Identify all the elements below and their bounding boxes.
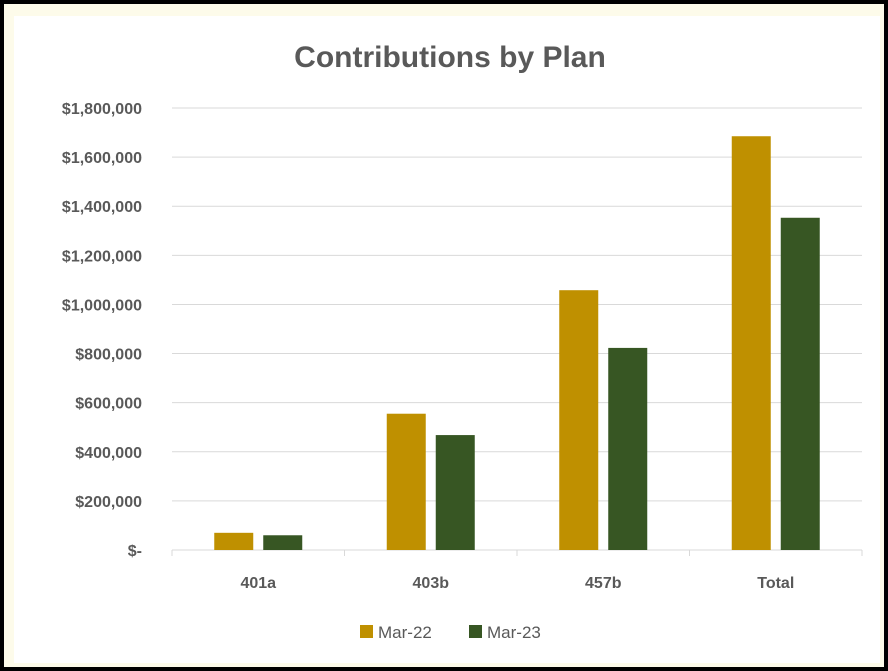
y-tick-label: $-	[128, 543, 142, 560]
bar	[559, 290, 599, 550]
bar	[780, 217, 820, 550]
bar	[435, 435, 475, 550]
y-tick-label: $1,600,000	[62, 150, 142, 167]
y-tick-label: $600,000	[75, 396, 142, 413]
chart-title: Contributions by Plan	[294, 41, 606, 74]
legend-swatch	[469, 625, 482, 638]
x-tick-label: 401a	[240, 575, 276, 592]
legend-swatch	[360, 625, 373, 638]
x-tick-label: 457b	[585, 575, 622, 592]
legend: Mar-22 Mar-23	[360, 623, 541, 642]
y-tick-label: $1,800,000	[62, 101, 142, 118]
legend-label: Mar-23	[487, 623, 541, 642]
bars	[214, 136, 820, 550]
bar	[386, 413, 426, 550]
bar	[608, 347, 648, 550]
x-axis-ticks: 401a 403b 457b Total	[240, 575, 794, 592]
y-tick-label: $1,400,000	[62, 199, 142, 216]
y-tick-label: $800,000	[75, 347, 142, 364]
y-tick-label: $1,200,000	[62, 248, 142, 265]
bar	[263, 535, 303, 550]
y-tick-label: $400,000	[75, 445, 142, 462]
x-tick-label: Total	[757, 575, 794, 592]
y-axis-ticks: $- $200,000 $400,000 $600,000 $800,000 $1,000…	[62, 101, 142, 560]
bar	[214, 532, 254, 550]
y-tick-label: $200,000	[75, 494, 142, 511]
y-tick-label: $1,000,000	[62, 297, 142, 314]
x-tick-label: 403b	[413, 575, 450, 592]
legend-label: Mar-22	[378, 623, 432, 642]
bar	[731, 136, 771, 550]
